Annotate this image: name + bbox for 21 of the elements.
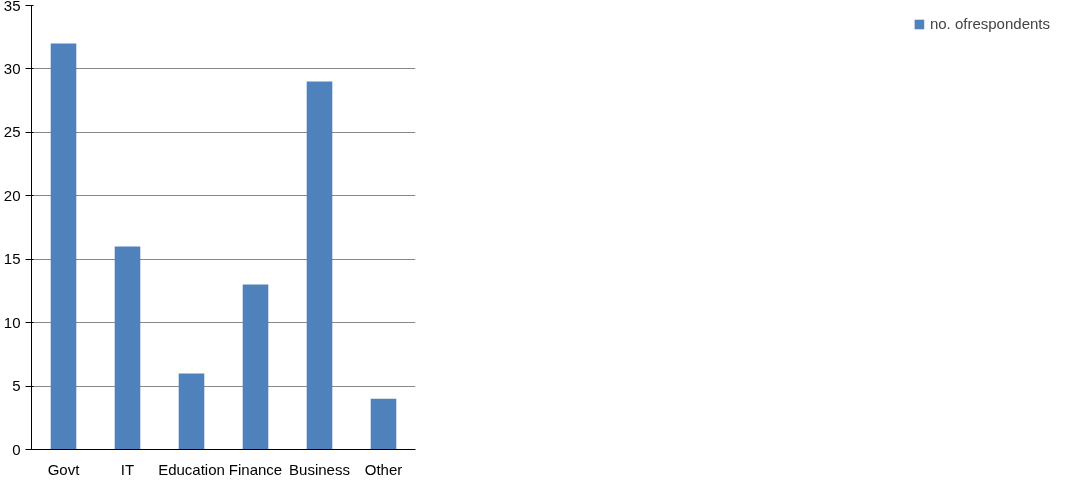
x-tick-label: Business [289,460,350,478]
y-tick-label: 25 [3,123,21,141]
x-tick-label: Govt [47,460,81,478]
x-tick-label: Finance [228,460,283,478]
legend-label: no. ofrespondents [929,15,1050,32]
bar [306,81,333,450]
bar [114,246,141,450]
y-tick-label: 35 [3,0,21,14]
bar [178,373,205,450]
x-tick-label: Education [158,460,225,478]
bar [50,43,77,450]
y-tick-label: 15 [3,250,21,268]
x-tick-label: IT [120,460,135,478]
x-tick-label: Other [364,460,403,478]
y-tick-label: 10 [3,313,21,331]
y-tick-label: 30 [3,59,21,77]
y-tick-label: 0 [12,440,21,458]
bar [370,398,397,450]
y-tick-label: 20 [3,186,21,204]
bar [242,284,269,450]
y-tick-label: 5 [12,377,21,395]
